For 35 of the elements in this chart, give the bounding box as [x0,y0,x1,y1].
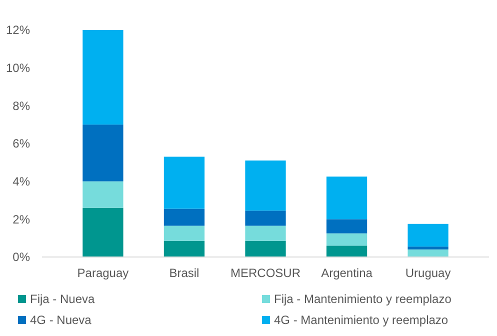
bar [164,156,205,209]
y-tick-label: 0% [12,250,30,264]
bar [326,176,368,220]
bar [245,210,286,226]
bar [82,208,124,257]
bar [408,249,448,257]
legend-label: Fija - Nueva [30,292,96,306]
bar [245,226,286,241]
x-tick-label: Uruguay [405,266,451,280]
legend-label: 4G - Nueva [30,313,92,328]
bar [326,246,368,257]
y-tick-label: 8% [12,98,30,113]
x-tick-label: Paraguay [77,266,129,280]
x-tick-label: MERCOSUR [230,266,301,280]
y-tick-label: 2% [12,212,30,226]
y-tick-label: 6% [12,136,30,151]
bar [408,246,448,250]
bar [326,233,368,246]
y-tick-label: 10% [6,61,30,76]
y-tick-label: 12% [6,23,30,38]
bar [82,124,124,182]
legend-label: 4G - Mantenimiento y reemplazo [274,313,448,328]
bar [164,240,205,257]
bar [408,224,448,247]
bar [326,219,368,234]
legend-label: Fija - Mantenimiento y reemplazo [274,292,452,306]
bar [82,30,124,125]
bar [82,181,124,208]
x-tick-label: Brasil [169,266,200,280]
bar [245,240,286,257]
bar [164,226,205,241]
bar [245,160,286,211]
x-tick-label: Argentina [321,266,373,280]
y-tick-label: 4% [12,174,30,189]
bar [164,208,205,226]
